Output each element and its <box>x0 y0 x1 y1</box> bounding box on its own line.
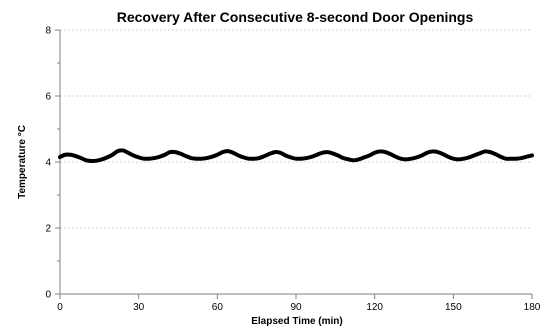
x-tick-label: 150 <box>445 302 462 313</box>
x-tick-label: 0 <box>57 302 63 313</box>
y-tick-label: 2 <box>45 224 51 235</box>
ticks: 0 2 4 6 8 0 30 60 90 120 150 180 <box>45 26 540 314</box>
x-tick-label: 60 <box>212 302 224 313</box>
x-tick-label: 90 <box>290 302 302 313</box>
x-tick-label: 30 <box>133 302 145 313</box>
chart-title: Recovery After Consecutive 8-second Door… <box>117 9 474 25</box>
y-tick-label: 8 <box>45 26 51 37</box>
series-group <box>58 148 534 164</box>
y-axis-label: Temperature °C <box>17 125 28 199</box>
y-tick-label: 0 <box>45 290 51 301</box>
x-axis-label: Elapsed Time (min) <box>251 316 343 327</box>
x-tick-label: 180 <box>524 302 541 313</box>
x-tick-label: 120 <box>366 302 383 313</box>
y-tick-label: 6 <box>45 92 51 103</box>
series-line-0 <box>58 148 534 164</box>
y-tick-label: 4 <box>45 158 51 169</box>
gridlines <box>60 29 532 229</box>
